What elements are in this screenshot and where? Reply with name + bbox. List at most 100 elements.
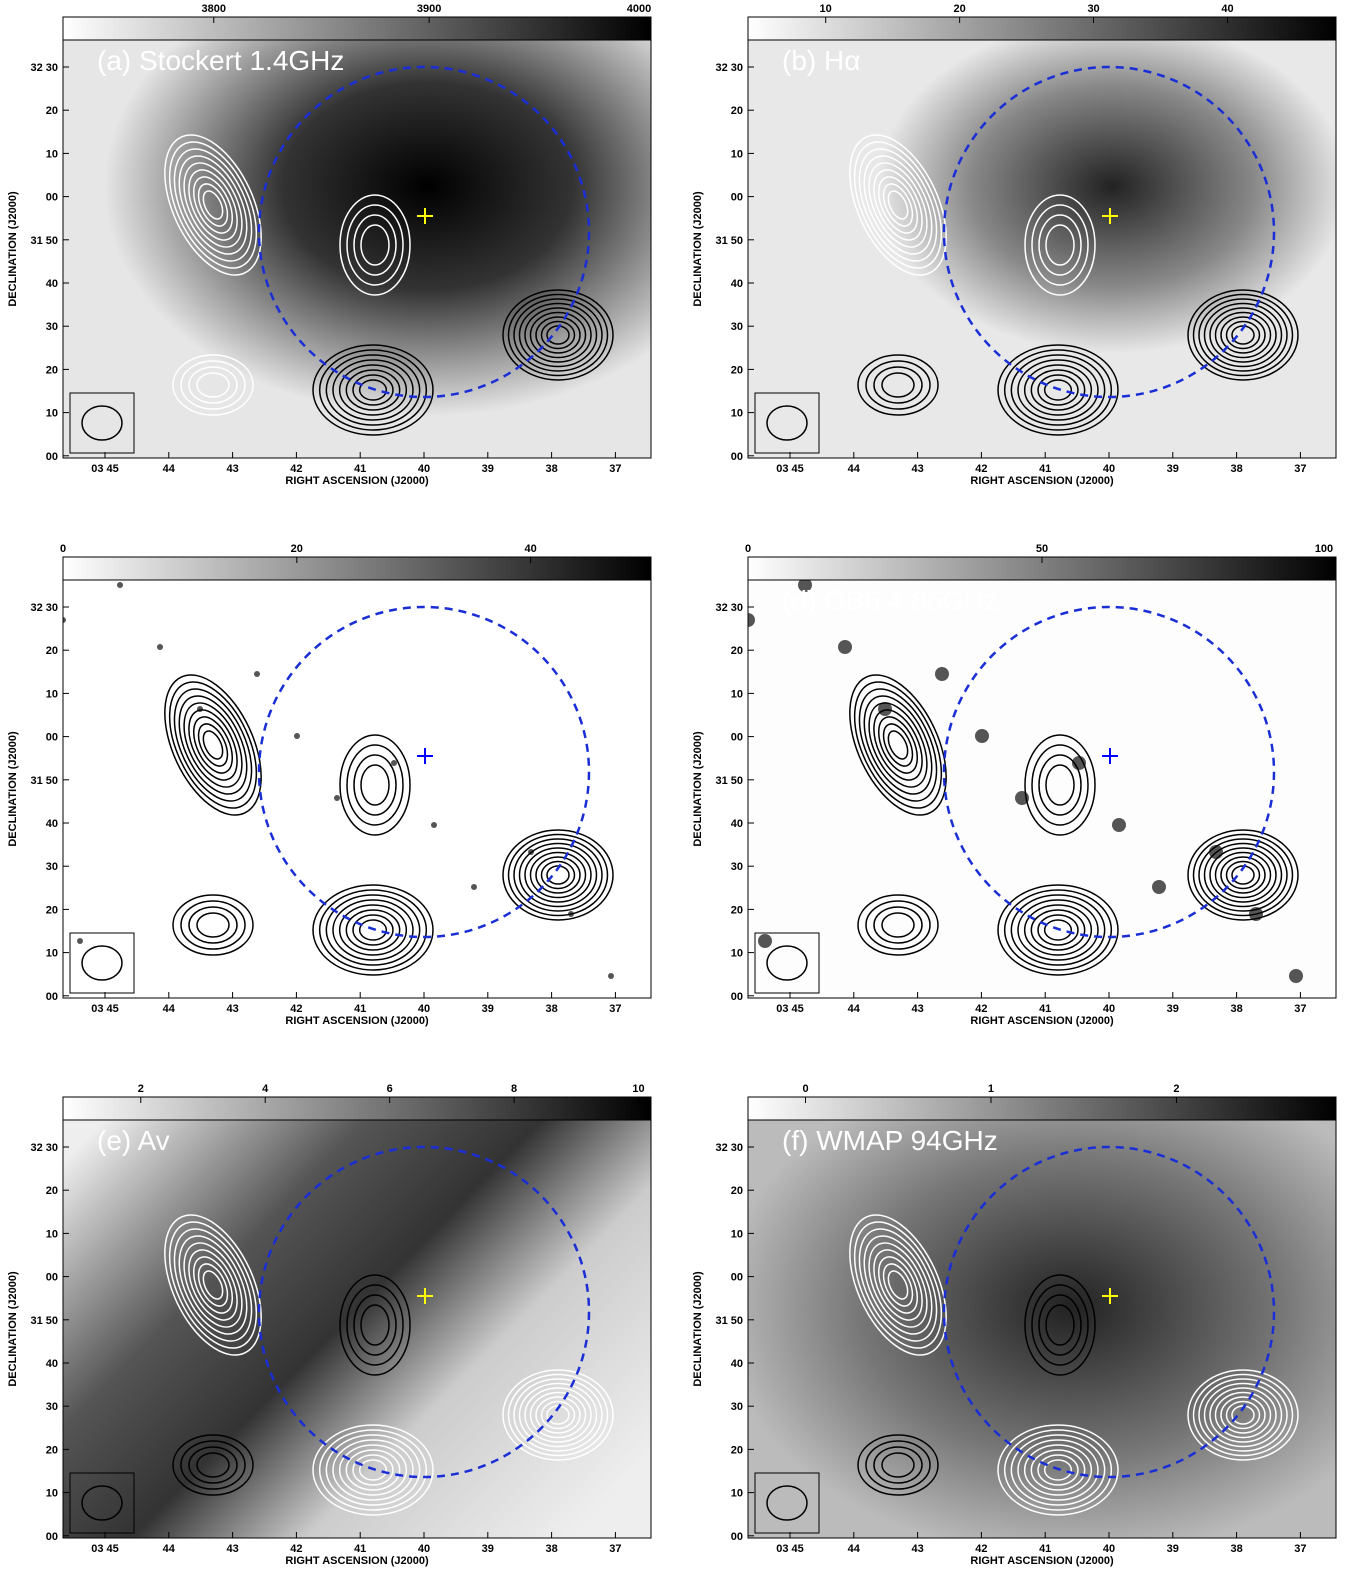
- x-tick-label: 43: [226, 1003, 238, 1015]
- x-tick-label: 38: [1230, 1003, 1242, 1015]
- x-tick-label: 44: [163, 463, 176, 475]
- contour: [507, 1373, 609, 1457]
- x-tick-label: 41: [1039, 463, 1051, 475]
- y-tick-label: 10: [46, 1228, 58, 1240]
- contour: [887, 1270, 909, 1300]
- contour: [540, 320, 576, 350]
- source: [838, 640, 852, 654]
- source: [1072, 756, 1086, 770]
- contour: [881, 372, 915, 398]
- contour: [524, 307, 592, 363]
- y-tick-label: 40: [46, 818, 58, 830]
- source: [1112, 818, 1126, 832]
- y-tick-label: 10: [731, 1228, 743, 1240]
- beam: [766, 405, 808, 441]
- y-tick-label: 31 50: [715, 1315, 743, 1327]
- contour: [188, 906, 238, 944]
- contour: [1003, 349, 1113, 431]
- y-tick-label: 10: [46, 408, 58, 420]
- contour: [332, 359, 414, 421]
- contour: [172, 1434, 254, 1496]
- contour: [1010, 354, 1106, 426]
- contour: [345, 1449, 401, 1491]
- contour: [1023, 364, 1093, 416]
- contour: [172, 894, 254, 956]
- x-tick-label: 43: [911, 1543, 923, 1555]
- contour: [1043, 379, 1073, 401]
- x-tick-label: 38: [1230, 1543, 1242, 1555]
- contour: [1043, 1459, 1073, 1481]
- source: [391, 760, 397, 766]
- x-tick-label: 40: [1103, 1003, 1115, 1015]
- contour: [180, 900, 246, 950]
- contour: [1225, 1400, 1261, 1430]
- y-tick-label: 10: [46, 688, 58, 700]
- x-axis-label: RIGHT ASCENSION (J2000): [970, 1015, 1114, 1027]
- beam-box: [69, 932, 135, 994]
- beam: [81, 945, 123, 981]
- y-tick-label: 00: [731, 192, 743, 204]
- contour: [188, 709, 238, 781]
- beam-box: [754, 392, 820, 454]
- contour: [873, 1249, 923, 1321]
- contour: [868, 1242, 928, 1328]
- y-tick-label: 00: [46, 192, 58, 204]
- contour: [1038, 1294, 1082, 1356]
- y-tick-label: 20: [731, 904, 743, 916]
- contour: [202, 1270, 224, 1300]
- contour: [197, 723, 229, 767]
- contour: [1198, 1378, 1288, 1452]
- colorbar-tick-label: 2: [1173, 1083, 1179, 1095]
- source: [431, 822, 437, 828]
- contour: [197, 1263, 229, 1307]
- circle-region: [942, 65, 1276, 399]
- y-tick-label: 00: [46, 451, 58, 463]
- contour: [540, 860, 576, 890]
- x-tick-label: 39: [482, 1543, 494, 1555]
- contour: [318, 349, 428, 431]
- contour: [1043, 919, 1073, 941]
- colorbar: [62, 16, 652, 41]
- contour: [339, 1274, 411, 1376]
- contour: [168, 681, 258, 809]
- plot-area: [63, 40, 651, 458]
- contour: [172, 354, 254, 416]
- contour: [325, 354, 421, 426]
- contour: [546, 865, 570, 885]
- source: [878, 702, 892, 716]
- x-axis-label: RIGHT ASCENSION (J2000): [285, 1555, 429, 1567]
- source: [1152, 880, 1166, 894]
- contour: [192, 716, 234, 774]
- colorbar-tick-label: 3900: [417, 3, 441, 15]
- contour: [518, 302, 598, 368]
- colorbar-tick-label: 0: [60, 543, 66, 555]
- source: [254, 671, 260, 677]
- contour: [338, 1444, 408, 1496]
- contour: [887, 190, 909, 220]
- contour: [1037, 374, 1079, 406]
- contour: [168, 1221, 258, 1349]
- contour: [173, 688, 253, 802]
- contour: [858, 1228, 938, 1342]
- circle-region: [257, 65, 591, 399]
- y-tick-label: 30: [46, 1401, 58, 1413]
- contour: [1192, 293, 1294, 377]
- contour: [513, 838, 603, 912]
- x-tick-label: 39: [1167, 463, 1179, 475]
- x-tick-label: 40: [1103, 1543, 1115, 1555]
- contour: [873, 366, 923, 404]
- y-axis-label: DECLINATION (J2000): [692, 1271, 704, 1387]
- y-tick-label: 10: [731, 408, 743, 420]
- y-tick-label: 20: [46, 1444, 58, 1456]
- x-tick-label: 42: [290, 1543, 302, 1555]
- contour: [1038, 754, 1082, 816]
- contour: [1017, 1439, 1099, 1501]
- beam: [766, 1485, 808, 1521]
- y-tick-label: 10: [46, 948, 58, 960]
- y-tick-label: 32 30: [715, 1142, 743, 1154]
- y-tick-label: 20: [731, 105, 743, 117]
- x-tick-label: 44: [848, 1543, 861, 1555]
- y-tick-label: 31 50: [715, 775, 743, 787]
- y-tick-label: 20: [46, 1185, 58, 1197]
